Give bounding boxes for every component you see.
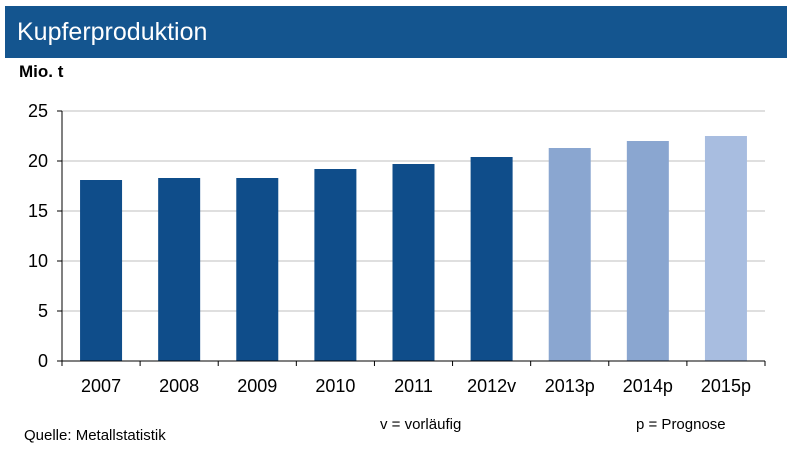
x-tick-label: 2008 (159, 376, 199, 396)
chart-header: Kupferproduktion (5, 6, 787, 58)
x-tick-label: 2013p (545, 376, 595, 396)
note-vorlaeufig: v = vorläufig (380, 416, 462, 433)
bar (470, 157, 513, 361)
x-tick-label: 2009 (237, 376, 277, 396)
bar (704, 136, 747, 361)
bar (548, 148, 591, 361)
bar (626, 141, 669, 361)
x-tick-label: 2015p (701, 376, 751, 396)
bar (314, 169, 357, 361)
note-prognose: p = Prognose (636, 416, 726, 433)
source-note: Quelle: Metallstatistik (24, 427, 166, 444)
chart-title: Kupferproduktion (17, 18, 208, 46)
bar (236, 178, 279, 361)
y-tick-label: 15 (28, 201, 48, 221)
x-tick-label: 2012v (467, 376, 516, 396)
bar (80, 180, 123, 361)
x-tick-label: 2014p (623, 376, 673, 396)
y-tick-label: 20 (28, 151, 48, 171)
x-tick-label: 2011 (394, 376, 433, 396)
y-unit-label: Mio. t (19, 62, 64, 81)
y-tick-label: 25 (28, 101, 48, 121)
x-tick-label: 2010 (315, 376, 355, 396)
y-tick-label: 0 (38, 351, 48, 371)
y-tick-label: 10 (28, 251, 48, 271)
y-tick-label: 5 (38, 301, 48, 321)
bar (392, 164, 435, 361)
bar (158, 178, 201, 361)
x-tick-label: 2007 (81, 376, 121, 396)
